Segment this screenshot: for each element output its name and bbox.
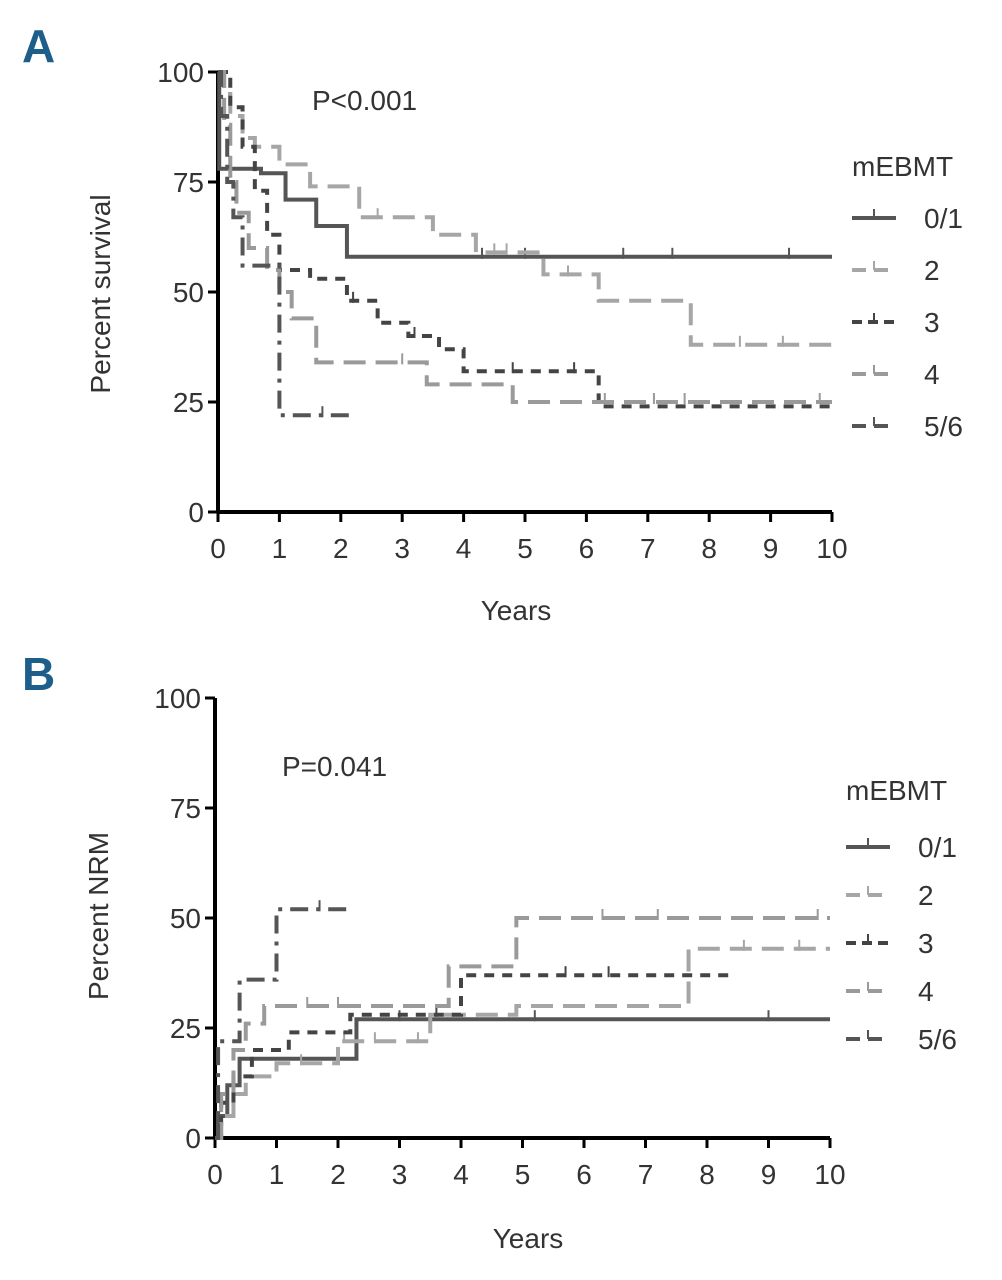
series-line-5-6 (215, 907, 351, 1140)
x-tick-label: 1 (269, 1159, 285, 1190)
y-tick-label: 75 (173, 167, 204, 198)
y-tick-label: 0 (188, 497, 204, 528)
legend-label-4: 4 (918, 976, 934, 1007)
series-line-4 (215, 916, 830, 1140)
y-tick-label: 100 (154, 683, 201, 714)
x-tick-label: 2 (330, 1159, 346, 1190)
y-axis-title-b: Percent NRM (83, 832, 114, 1000)
x-tick-label: 10 (816, 533, 847, 564)
series-line-0-1 (217, 70, 832, 259)
series-line-2 (218, 70, 832, 347)
y-tick-label: 100 (157, 57, 204, 88)
x-tick-label: 2 (333, 533, 349, 564)
panel-letter-b: B (22, 648, 55, 700)
p-value-b: P=0.041 (282, 751, 387, 782)
x-tick-label: 9 (763, 533, 779, 564)
series-line-5-6 (218, 70, 354, 418)
legend-label-2: 2 (918, 880, 934, 911)
x-axis-title-b: Years (493, 1223, 564, 1254)
x-tick-label: 4 (453, 1159, 469, 1190)
y-axis-title-a: Percent survival (85, 194, 116, 393)
series-line-3 (215, 973, 732, 1140)
legend-label-0-1: 0/1 (918, 832, 957, 863)
y-tick-label: 25 (170, 1013, 201, 1044)
legend-label-3: 3 (918, 928, 934, 959)
x-tick-label: 0 (210, 533, 226, 564)
series-line-0-1 (215, 1017, 830, 1140)
panel-letter-a: A (22, 20, 55, 72)
x-tick-label: 1 (272, 533, 288, 564)
panel-a-plot: 0 25 50 75 100 0 1 2 3 4 5 6 7 8 9 10 0/1 2 3 4 5/6 (157, 57, 963, 564)
p-value-a: P<0.001 (312, 85, 417, 116)
x-tick-label: 5 (515, 1159, 531, 1190)
y-tick-label: 25 (173, 387, 204, 418)
y-tick-label: 0 (185, 1123, 201, 1154)
legend-label-5-6: 5/6 (918, 1024, 957, 1055)
legend-label-5-6: 5/6 (924, 411, 963, 442)
x-tick-label: 8 (699, 1159, 715, 1190)
x-tick-label: 3 (392, 1159, 408, 1190)
series-line-2 (215, 946, 830, 1140)
x-tick-label: 10 (814, 1159, 845, 1190)
y-tick-label: 50 (173, 277, 204, 308)
legend-label-3: 3 (924, 307, 940, 338)
y-tick-label: 75 (170, 793, 201, 824)
x-tick-label: 5 (517, 533, 533, 564)
x-tick-label: 4 (456, 533, 472, 564)
series-line-4 (218, 70, 832, 404)
x-axis-title-a: Years (481, 595, 552, 626)
legend-title-a: mEBMT (852, 151, 953, 182)
panel-b-plot: 0 25 50 75 100 0 1 2 3 4 5 6 7 8 9 10 0/1 2 3 4 5/6 (154, 683, 957, 1190)
x-tick-label: 8 (701, 533, 717, 564)
legend-label-2: 2 (924, 255, 940, 286)
legend-label-4: 4 (924, 359, 940, 390)
x-tick-label: 9 (761, 1159, 777, 1190)
x-tick-label: 7 (640, 533, 656, 564)
x-tick-label: 6 (576, 1159, 592, 1190)
series-line-3 (218, 70, 832, 409)
y-tick-label: 50 (170, 903, 201, 934)
x-tick-label: 7 (638, 1159, 654, 1190)
legend-title-b: mEBMT (846, 775, 947, 806)
x-tick-label: 0 (207, 1159, 223, 1190)
x-tick-label: 3 (394, 533, 410, 564)
legend-label-0-1: 0/1 (924, 203, 963, 234)
x-tick-label: 6 (579, 533, 595, 564)
